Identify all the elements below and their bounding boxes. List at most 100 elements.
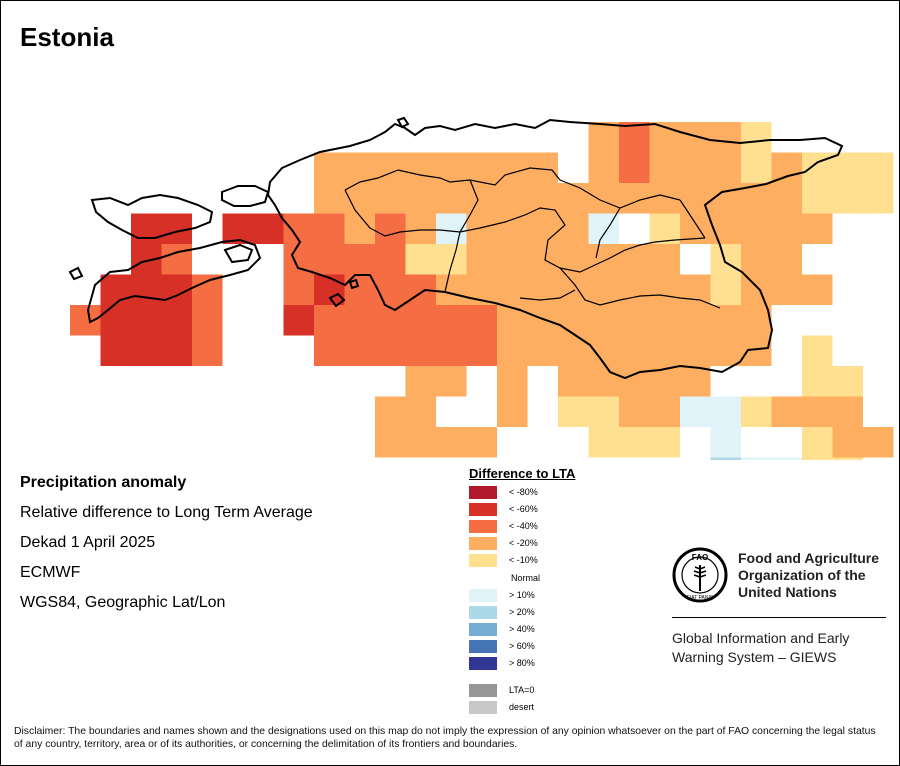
info-line-1: Relative difference to Long Term Average (20, 504, 313, 521)
grid-cell (741, 396, 772, 427)
kihnu-border (328, 292, 346, 308)
grid-cell (619, 274, 650, 305)
prangli-border (396, 116, 410, 129)
grid-cell (588, 274, 619, 305)
grid-cell (497, 366, 528, 397)
grid-cell (863, 152, 894, 183)
grid-cell (649, 335, 680, 366)
grid-cell (802, 274, 833, 305)
saaremaa-border (86, 238, 262, 324)
grid-cell (741, 457, 772, 460)
legend-label: > 10% (509, 590, 535, 600)
grid-cell (619, 183, 650, 214)
grid-cell (466, 244, 497, 275)
hiiumaa-border (90, 193, 214, 239)
grid-cell (710, 152, 741, 183)
grid-cell (436, 183, 467, 214)
legend-label: > 60% (509, 641, 535, 651)
grid-cell (527, 274, 558, 305)
grid-cell (161, 335, 192, 366)
grid-cell (558, 183, 589, 214)
grid-cell (863, 427, 894, 458)
grid-cell (588, 183, 619, 214)
grid-cell (832, 366, 863, 397)
mainland-border (266, 118, 844, 380)
grid-cell (710, 183, 741, 214)
grid-cell (741, 335, 772, 366)
country-outline (68, 116, 844, 380)
county-line (519, 289, 576, 301)
grid-cell (741, 274, 772, 305)
grid-cell (802, 366, 833, 397)
fao-name: Food and Agriculture Organization of the… (738, 550, 898, 601)
grid-cell (131, 274, 162, 305)
info-line-4: WGS84, Geographic Lat/Lon (20, 594, 226, 611)
grid-cell (771, 183, 802, 214)
grid-cell (710, 305, 741, 336)
grid-cell (832, 152, 863, 183)
legend-swatch (469, 684, 497, 697)
grid-cell (710, 213, 741, 244)
grid-cell (375, 244, 406, 275)
county-line (397, 167, 681, 209)
grid-cell (588, 152, 619, 183)
grid-cell (619, 396, 650, 427)
grid-cell (588, 244, 619, 275)
legend-label: < -20% (509, 538, 538, 548)
grid-cell (771, 213, 802, 244)
grid-cell (680, 274, 711, 305)
fao-name-line-3: United Nations (738, 584, 837, 600)
county-line (344, 169, 399, 191)
grid-cell (344, 213, 375, 244)
grid-cell (131, 335, 162, 366)
grid-cell (680, 366, 711, 397)
legend-normal-label: Normal (511, 573, 541, 583)
grid-cell (497, 396, 528, 427)
grid-cell (741, 122, 772, 153)
grid-cell (314, 335, 345, 366)
county-boundaries (344, 167, 721, 309)
grid-cell (497, 213, 528, 244)
grid-cell (710, 274, 741, 305)
legend-label: > 40% (509, 624, 535, 634)
grid-cell (832, 457, 863, 460)
grid-cell (405, 183, 436, 214)
grid-cell (588, 122, 619, 153)
grid-cell (649, 244, 680, 275)
grid-cell (283, 274, 314, 305)
grid-cell (497, 244, 528, 275)
grid-cell (314, 305, 345, 336)
grid-cell (375, 152, 406, 183)
grid-cell (832, 183, 863, 214)
grid-cell (802, 457, 833, 460)
legend-label: > 20% (509, 607, 535, 617)
grid-cell (314, 244, 345, 275)
legend-swatch (469, 589, 497, 602)
grid-cell (405, 305, 436, 336)
grid-cell (588, 396, 619, 427)
legend-swatch (469, 701, 497, 714)
grid-cell (222, 213, 253, 244)
grid-cell (802, 396, 833, 427)
county-line (344, 189, 461, 237)
fao-logo-icon: FAO FIAT PANIS (672, 547, 728, 603)
grid-cell (619, 305, 650, 336)
grid-cell (588, 335, 619, 366)
grid-cell (771, 244, 802, 275)
fao-logo-text: FAO (692, 553, 708, 562)
county-line (444, 179, 479, 293)
grid-cell (314, 152, 345, 183)
grid-cell (344, 335, 375, 366)
grid-cell (619, 152, 650, 183)
grid-cell (314, 183, 345, 214)
grid-cell (771, 152, 802, 183)
grid-cell (649, 213, 680, 244)
legend-label: desert (509, 702, 535, 712)
grid-cell (100, 305, 131, 336)
legend-title: Difference to LTA (469, 466, 576, 481)
grid-cell (131, 305, 162, 336)
grid-cell (405, 152, 436, 183)
map-title: Estonia (20, 22, 114, 52)
grid-cell (375, 427, 406, 458)
legend-label: < -40% (509, 521, 538, 531)
